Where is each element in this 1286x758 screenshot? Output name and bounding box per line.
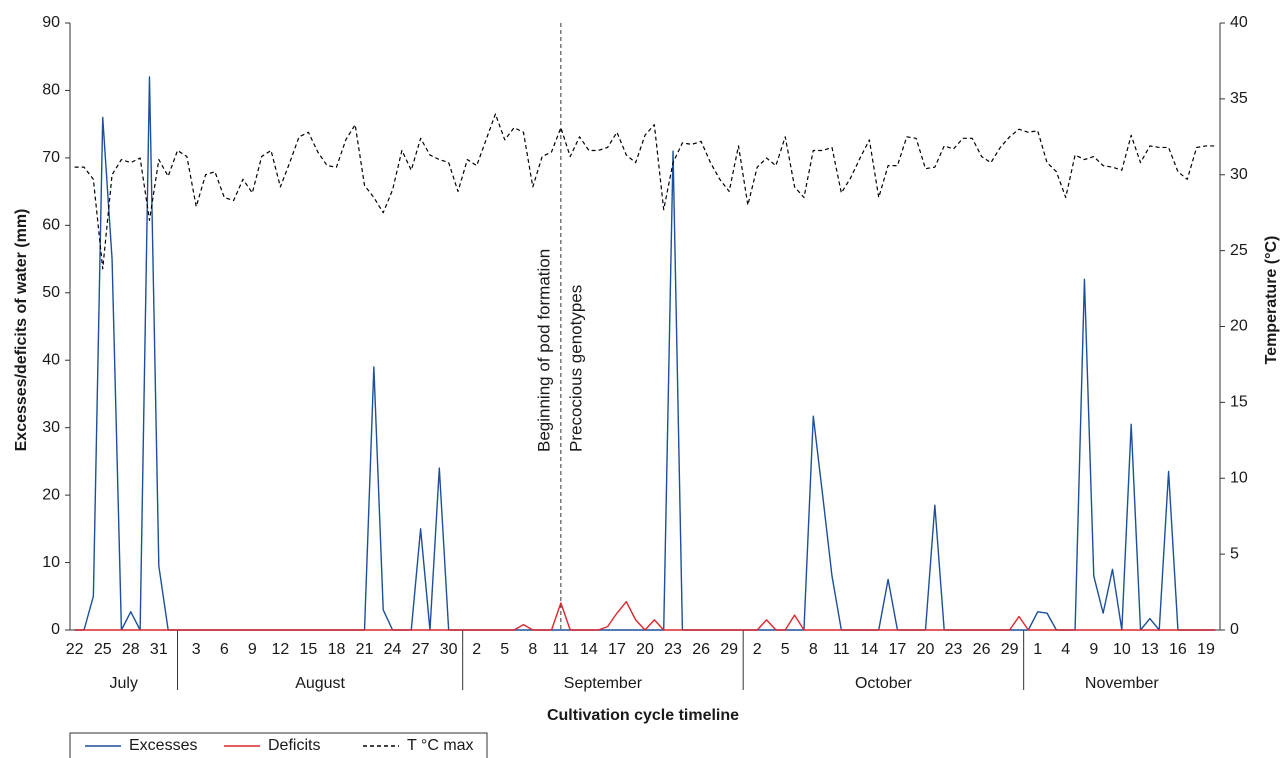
x-tick-label: 23 (664, 641, 682, 658)
x-tick-label: 4 (1061, 641, 1070, 658)
annotation: Precocious genotypes (566, 285, 585, 452)
y-axis-title: Excesses/deficits of water (mm) (13, 209, 30, 452)
x-tick-label: 21 (356, 641, 374, 658)
y-tick-label: 40 (42, 351, 60, 368)
annotation: Beginning of pod formation (534, 249, 553, 452)
y-tick-label: 60 (42, 217, 60, 234)
x-tick-label: 26 (973, 641, 991, 658)
x-tick-label: 10 (1113, 641, 1131, 658)
x-tick-label: 18 (328, 641, 346, 658)
x-tick-label: 12 (271, 641, 289, 658)
y-tick-label: 90 (42, 14, 60, 31)
series-line (74, 113, 1216, 270)
x-tick-label: 8 (528, 641, 537, 658)
x-tick-label: 23 (945, 641, 963, 658)
y-tick-label: 30 (42, 419, 60, 436)
y2-tick-label: 0 (1230, 621, 1239, 638)
x-tick-label: 17 (608, 641, 626, 658)
month-label: November (1085, 675, 1159, 692)
x-tick-label: 9 (248, 641, 257, 658)
y-tick-label: 70 (42, 149, 60, 166)
y-tick-label: 50 (42, 284, 60, 301)
y2-tick-label: 35 (1230, 90, 1248, 107)
y2-tick-label: 40 (1230, 14, 1248, 31)
x-tick-label: 2 (753, 641, 762, 658)
x-tick-label: 29 (720, 641, 738, 658)
x-tick-label: 14 (860, 641, 878, 658)
x-tick-label: 3 (192, 641, 201, 658)
x-tick-label: 11 (553, 641, 570, 658)
y-tick-label: 20 (42, 486, 60, 503)
x-tick-label: 30 (440, 641, 458, 658)
x-tick-label: 20 (917, 641, 935, 658)
y2-tick-label: 30 (1230, 166, 1248, 183)
x-tick-label: 5 (500, 641, 509, 658)
y-tick-label: 10 (42, 554, 60, 571)
y2-tick-label: 10 (1230, 469, 1248, 486)
x-tick-label: 14 (580, 641, 598, 658)
x-tick-label: 9 (1089, 641, 1098, 658)
month-label: July (110, 675, 138, 692)
x-tick-label: 8 (809, 641, 818, 658)
x-tick-label: 29 (1001, 641, 1019, 658)
legend-label: Deficits (268, 737, 320, 754)
x-tick-label: 28 (122, 641, 140, 658)
x-tick-label: 17 (889, 641, 907, 658)
legend-box (69, 732, 488, 758)
x-tick-label: 13 (1141, 641, 1159, 658)
x-tick-label: 24 (384, 641, 402, 658)
y-tick-label: 0 (51, 621, 60, 638)
x-tick-label: 31 (150, 641, 168, 658)
x-tick-label: 15 (300, 641, 318, 658)
x-tick-label: 19 (1197, 641, 1215, 658)
x-tick-label: 5 (781, 641, 790, 658)
x-tick-label: 2 (472, 641, 481, 658)
x-tick-label: 11 (833, 641, 850, 658)
x-tick-label: 22 (66, 641, 84, 658)
x-axis-title: Cultivation cycle timeline (547, 707, 739, 724)
month-label: October (855, 675, 913, 692)
legend-label: T °C max (407, 737, 474, 754)
legend-label: Excesses (129, 737, 197, 754)
y2-axis-title: Temperature (°C) (1263, 236, 1280, 365)
x-tick-label: 20 (636, 641, 654, 658)
x-tick-label: 1 (1033, 641, 1042, 658)
x-tick-label: 6 (220, 641, 229, 658)
month-label: September (564, 675, 643, 692)
y2-tick-label: 20 (1230, 318, 1248, 335)
y2-tick-label: 15 (1230, 394, 1248, 411)
series-line (74, 76, 1216, 631)
y-tick-label: 80 (42, 82, 60, 99)
x-tick-label: 27 (412, 641, 430, 658)
series-line (74, 600, 1216, 631)
y2-tick-label: 5 (1230, 545, 1239, 562)
month-label: August (295, 675, 345, 692)
x-tick-label: 25 (94, 641, 112, 658)
y2-tick-label: 25 (1230, 242, 1248, 259)
x-tick-label: 26 (692, 641, 710, 658)
x-tick-label: 16 (1169, 641, 1187, 658)
